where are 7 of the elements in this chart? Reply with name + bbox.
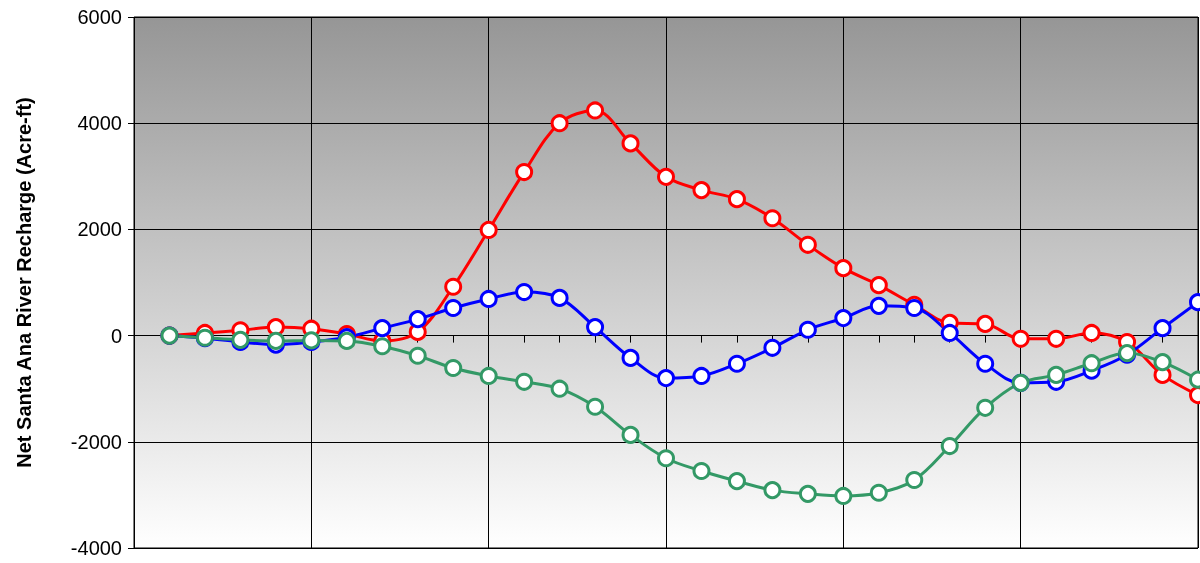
y-tick-label: 6000 — [77, 6, 122, 28]
y-tick-label: 0 — [110, 324, 122, 347]
y-axis-title: Net Santa Ana River Recharge (Acre-ft) — [13, 97, 35, 468]
y-tick-label: -2000 — [70, 430, 122, 453]
y-tick-label: -4000 — [70, 537, 122, 559]
y-tick-label: 4000 — [77, 112, 122, 135]
y-tick-label: 2000 — [77, 218, 122, 241]
